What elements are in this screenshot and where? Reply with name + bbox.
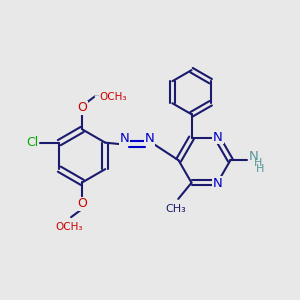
- Text: N: N: [213, 177, 223, 190]
- Text: Cl: Cl: [26, 136, 39, 149]
- Text: N: N: [213, 131, 223, 144]
- Text: methoxy: methoxy: [94, 95, 100, 96]
- Text: OCH₃: OCH₃: [56, 221, 83, 232]
- Text: O: O: [77, 197, 87, 210]
- Text: N: N: [249, 150, 259, 163]
- Text: CH₃: CH₃: [165, 204, 186, 214]
- Text: H: H: [256, 164, 264, 174]
- Text: N: N: [119, 132, 129, 145]
- Text: OCH₃: OCH₃: [99, 92, 127, 102]
- Text: H: H: [254, 158, 262, 168]
- Text: N: N: [145, 132, 154, 145]
- Text: O: O: [77, 101, 87, 114]
